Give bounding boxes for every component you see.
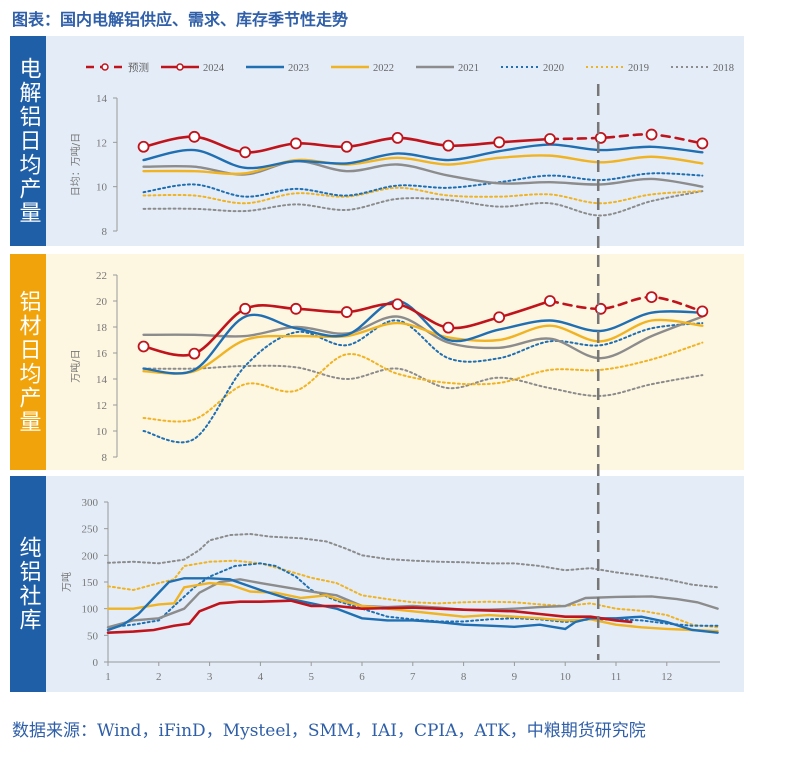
y-tick-label: 16: [96, 348, 108, 360]
data-point-2024: [239, 146, 252, 159]
x-tick-label: 6: [359, 671, 365, 683]
series-line-2021: [106, 578, 719, 629]
panel-products-bg: [46, 254, 744, 470]
y-tick-label: 0: [93, 657, 99, 669]
y-tick-label: 300: [82, 497, 99, 509]
y-axis-label: 万吨: [60, 572, 73, 592]
x-tick-label: 3: [207, 671, 213, 683]
y-tick-label: 22: [96, 270, 107, 282]
legend-label: 2020: [543, 63, 564, 74]
y-tick-label: 14: [96, 93, 108, 105]
legend-label: 2024: [203, 63, 225, 74]
x-tick-label: 10: [560, 671, 572, 683]
y-tick-label: 12: [96, 400, 107, 412]
data-point-2024: [493, 136, 506, 149]
figure-title: 图表：国内电解铝供应、需求、库存季节性走势: [12, 10, 349, 29]
panel-inventory-bg: [46, 476, 744, 692]
data-point-2024: [340, 306, 353, 318]
data-point-2024: [188, 347, 201, 360]
data-point-2024: [544, 295, 556, 307]
x-tick-label: 5: [308, 671, 314, 683]
series-line-2023: [142, 143, 704, 170]
series-line-2018: [107, 532, 719, 589]
data-point-2024: [340, 140, 353, 153]
data-point-2024: [290, 137, 302, 150]
panel-label-inventory: 纯铝社库: [10, 476, 46, 692]
y-tick-label: 10: [96, 182, 108, 194]
series-line-2019: [107, 559, 719, 629]
data-point-2024: [391, 131, 404, 144]
y-tick-label: 12: [96, 137, 107, 149]
legend-label: 2021: [458, 63, 479, 74]
data-point-预测: [696, 137, 709, 150]
y-tick-label: 8: [102, 226, 108, 238]
data-point-预测: [594, 302, 607, 315]
data-point-2024: [544, 133, 556, 145]
series-line-2018: [142, 364, 704, 397]
legend-label: 2018: [713, 63, 734, 74]
legend-marker: [101, 63, 109, 71]
y-tick-label: 8: [102, 452, 108, 464]
y-axis-label: 日均：万吨/日: [69, 133, 82, 196]
y-tick-label: 20: [96, 296, 108, 308]
series-line-2020: [142, 172, 704, 198]
series-line-预测: [548, 133, 704, 145]
x-tick-label: 4: [258, 671, 264, 683]
data-point-2024: [188, 130, 201, 143]
series-line-2019: [142, 186, 704, 205]
x-tick-label: 1: [105, 671, 111, 683]
data-point-2024: [137, 140, 150, 153]
legend-label: 预测: [128, 61, 149, 74]
data-point-2024: [442, 321, 455, 334]
data-point-预测: [645, 291, 658, 304]
data-point-2024: [137, 340, 150, 353]
y-tick-label: 100: [82, 604, 99, 616]
panel-label-production: 电解铝日均产量: [10, 36, 46, 246]
y-tick-label: 150: [82, 577, 99, 589]
data-point-2024: [442, 139, 455, 152]
x-tick-label: 8: [461, 671, 467, 683]
series-line-2024: [106, 599, 633, 634]
y-tick-label: 14: [96, 374, 108, 386]
series-line-2019: [142, 341, 704, 423]
data-point-预测: [645, 128, 658, 141]
series-line-2018: [142, 190, 704, 217]
data-point-2024: [391, 298, 404, 311]
data-point-预测: [696, 305, 709, 318]
legend-label: 2022: [373, 63, 394, 74]
source-note: 数据来源：Wind，iFinD，Mysteel，SMM，IAI，CPIA，ATK…: [12, 721, 646, 741]
y-tick-label: 200: [82, 550, 99, 562]
series-line-2022: [142, 318, 704, 375]
series-line-2022: [142, 154, 704, 176]
x-tick-label: 2: [156, 671, 162, 683]
y-axis-label: 万吨/日: [69, 349, 82, 382]
legend-marker: [176, 63, 184, 71]
data-point-2024: [290, 302, 302, 315]
y-tick-label: 250: [82, 524, 99, 536]
x-tick-label: 11: [611, 671, 622, 683]
legend-label: 2023: [288, 63, 309, 74]
data-point-2024: [493, 311, 506, 324]
x-tick-label: 9: [512, 671, 518, 683]
x-tick-label: 7: [410, 671, 416, 683]
series-line-预测: [548, 295, 704, 313]
series-line-2020: [142, 319, 704, 444]
panel-label-products: 铝材日均产量: [10, 254, 46, 470]
legend-label: 2019: [628, 63, 649, 74]
data-point-预测: [594, 131, 607, 144]
y-tick-label: 50: [87, 630, 99, 642]
data-point-2024: [239, 302, 252, 315]
y-tick-label: 18: [96, 322, 108, 334]
y-tick-label: 10: [96, 426, 108, 438]
x-tick-label: 12: [661, 671, 672, 683]
